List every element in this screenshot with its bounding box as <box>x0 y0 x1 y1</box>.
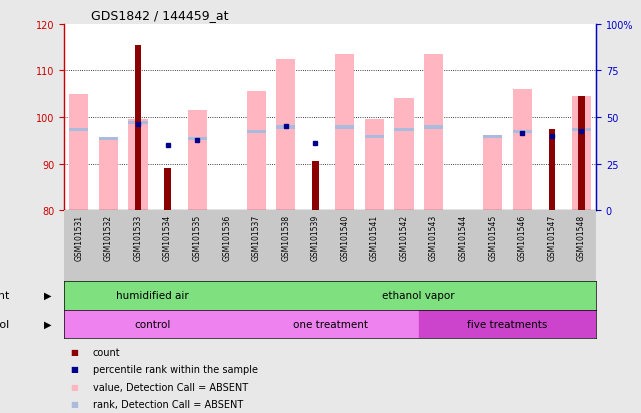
Bar <box>276 59 296 211</box>
Text: GSM101548: GSM101548 <box>577 214 586 260</box>
Text: GSM101541: GSM101541 <box>370 214 379 260</box>
Bar <box>247 92 266 211</box>
Text: GSM101540: GSM101540 <box>340 214 349 260</box>
Text: ▶: ▶ <box>44 319 52 329</box>
Bar <box>513 131 532 134</box>
Bar <box>572 97 591 211</box>
Bar <box>276 126 296 129</box>
Bar <box>312 162 319 211</box>
Text: agent: agent <box>0 290 10 300</box>
Text: GSM101539: GSM101539 <box>311 214 320 260</box>
Bar <box>419 310 596 339</box>
Text: count: count <box>93 347 121 357</box>
Bar <box>128 121 147 125</box>
Text: GSM101545: GSM101545 <box>488 214 497 260</box>
Text: ■: ■ <box>71 399 78 408</box>
Bar <box>69 128 88 132</box>
Text: GSM101538: GSM101538 <box>281 214 290 260</box>
Bar <box>513 90 532 211</box>
Bar <box>578 97 585 211</box>
Text: five treatments: five treatments <box>467 319 547 329</box>
Bar <box>135 46 141 211</box>
Bar <box>335 55 354 211</box>
Text: rank, Detection Call = ABSENT: rank, Detection Call = ABSENT <box>93 399 243 409</box>
Text: one treatment: one treatment <box>292 319 368 329</box>
Text: GSM101534: GSM101534 <box>163 214 172 260</box>
Text: GSM101531: GSM101531 <box>74 214 83 260</box>
Text: ▶: ▶ <box>44 290 52 300</box>
Bar <box>394 128 413 132</box>
Text: GSM101536: GSM101536 <box>222 214 231 260</box>
Text: protocol: protocol <box>0 319 10 329</box>
Bar <box>188 111 206 211</box>
Bar <box>365 135 384 139</box>
Text: GSM101543: GSM101543 <box>429 214 438 260</box>
Text: humidified air: humidified air <box>117 290 189 300</box>
Bar <box>335 126 354 129</box>
Text: control: control <box>135 319 171 329</box>
Bar <box>242 281 596 310</box>
Text: ■: ■ <box>71 382 78 391</box>
Text: GSM101547: GSM101547 <box>547 214 556 260</box>
Bar <box>572 128 591 132</box>
Bar <box>64 281 242 310</box>
Text: GSM101542: GSM101542 <box>399 214 408 260</box>
Bar <box>365 120 384 211</box>
Bar <box>99 138 118 141</box>
Bar <box>247 131 266 134</box>
Text: GSM101544: GSM101544 <box>458 214 468 260</box>
Bar <box>128 120 147 211</box>
Bar <box>64 310 242 339</box>
Text: ethanol vapor: ethanol vapor <box>383 290 455 300</box>
Bar <box>549 129 555 211</box>
Bar <box>242 310 419 339</box>
Text: GDS1842 / 144459_at: GDS1842 / 144459_at <box>91 9 228 22</box>
Text: GSM101535: GSM101535 <box>192 214 202 260</box>
Bar <box>69 95 88 211</box>
Bar <box>164 169 171 211</box>
Bar <box>188 138 206 141</box>
Text: GSM101537: GSM101537 <box>252 214 261 260</box>
Text: GSM101546: GSM101546 <box>518 214 527 260</box>
Text: percentile rank within the sample: percentile rank within the sample <box>93 364 258 374</box>
Text: GSM101533: GSM101533 <box>133 214 142 260</box>
Text: value, Detection Call = ABSENT: value, Detection Call = ABSENT <box>93 382 248 392</box>
Bar <box>483 139 503 211</box>
Text: GSM101532: GSM101532 <box>104 214 113 260</box>
Bar <box>424 126 443 129</box>
Text: ■: ■ <box>71 347 78 356</box>
Bar <box>424 55 443 211</box>
Text: ■: ■ <box>71 364 78 373</box>
Bar <box>99 139 118 211</box>
Bar <box>394 99 413 211</box>
Bar <box>483 135 503 139</box>
